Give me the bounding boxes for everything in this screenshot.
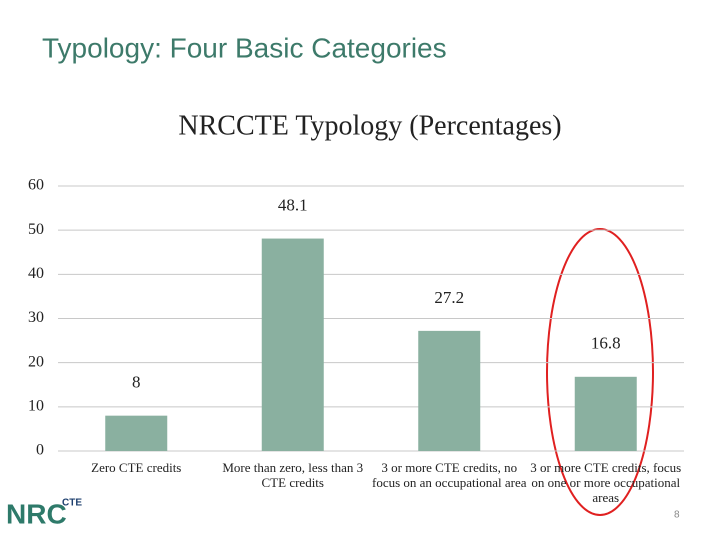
bar [261, 238, 324, 451]
y-tick-label: 30 [28, 309, 44, 326]
chart-title: NRCCTE Typology (Percentages) [178, 110, 561, 141]
bar [418, 330, 481, 451]
y-tick-label: 50 [28, 221, 44, 238]
page-number: 8 [674, 510, 680, 521]
x-tick-label: More than zero, less than 3 CTE credits [222, 460, 364, 490]
value-label: 16.8 [591, 334, 621, 353]
value-label: 48.1 [278, 195, 308, 214]
value-label: 27.2 [434, 288, 464, 307]
x-tick-label: Zero CTE credits [91, 460, 182, 475]
y-tick-label: 10 [28, 398, 44, 415]
bar [574, 376, 637, 451]
slide-title: Typology: Four Basic Categories [42, 32, 447, 63]
bar [105, 415, 168, 451]
y-tick-label: 60 [28, 177, 44, 194]
y-tick-label: 40 [28, 265, 44, 282]
x-tick-label: 3 or more CTE credits, focus on one or m… [530, 460, 682, 505]
logo-main: NRC [6, 498, 67, 529]
logo-sub: CTE [62, 498, 82, 509]
y-tick-label: 20 [28, 353, 44, 370]
highlight-ellipse [546, 228, 654, 516]
y-tick-label: 0 [36, 442, 44, 459]
x-tick-label: 3 or more CTE credits, no focus on an oc… [372, 460, 527, 490]
value-label: 8 [132, 373, 141, 392]
